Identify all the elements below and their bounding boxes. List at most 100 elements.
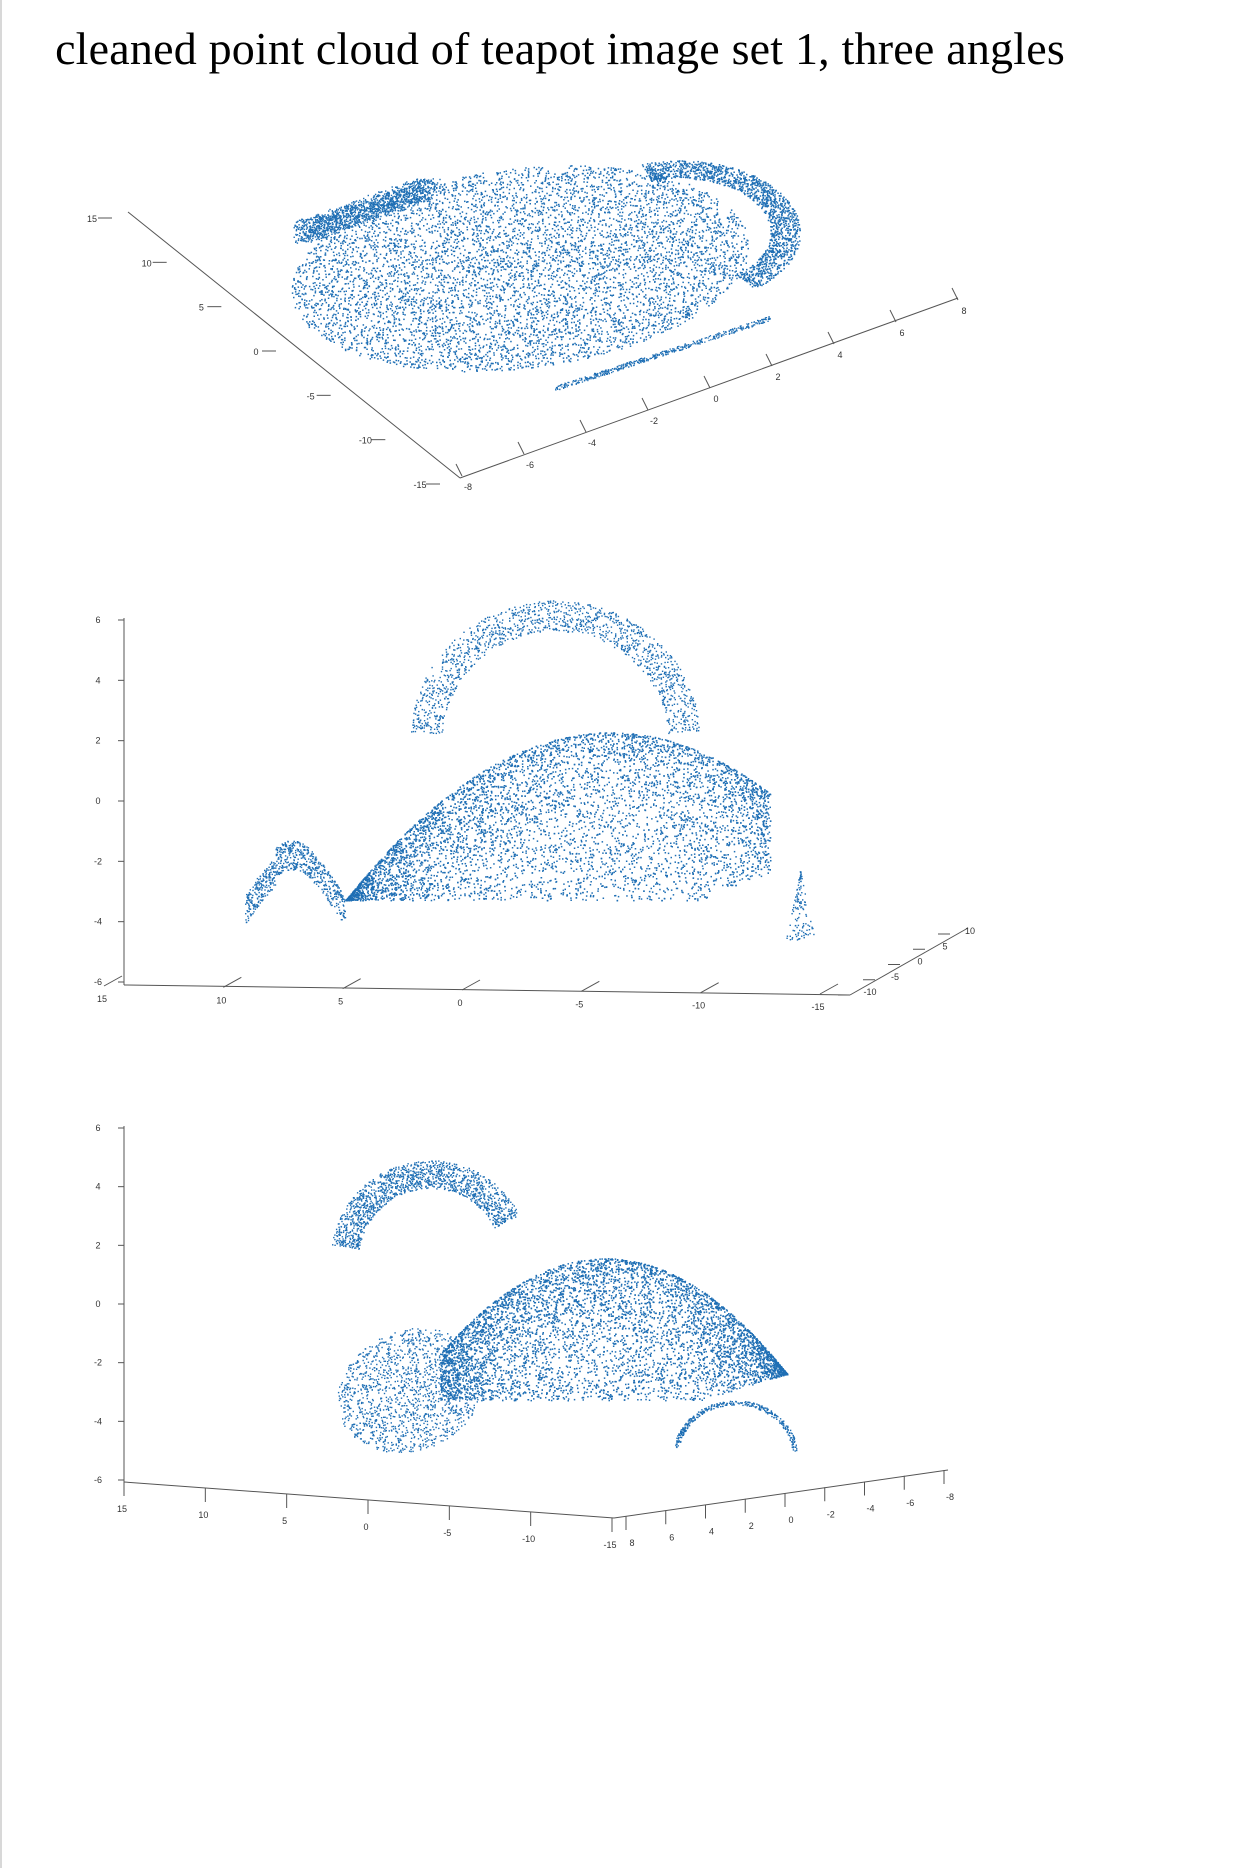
point xyxy=(457,296,459,299)
tick-mark xyxy=(455,463,463,477)
point xyxy=(426,333,428,335)
point xyxy=(511,205,514,207)
point xyxy=(419,310,422,313)
point xyxy=(303,303,306,306)
point xyxy=(381,296,384,298)
point xyxy=(706,225,709,228)
point xyxy=(657,222,659,224)
point xyxy=(426,208,428,210)
point xyxy=(660,314,662,316)
point xyxy=(333,271,335,273)
point xyxy=(467,365,469,367)
point xyxy=(375,239,378,241)
point xyxy=(559,299,561,301)
point xyxy=(650,313,652,315)
point xyxy=(609,262,611,265)
point xyxy=(555,242,558,244)
point xyxy=(442,288,444,291)
point xyxy=(486,279,489,282)
point xyxy=(539,306,542,309)
point xyxy=(489,342,492,345)
point xyxy=(394,330,396,332)
point xyxy=(356,215,358,217)
point xyxy=(633,265,636,268)
point xyxy=(299,306,301,308)
point xyxy=(568,279,571,282)
point xyxy=(745,255,748,257)
point xyxy=(489,295,491,297)
point xyxy=(720,249,722,251)
point xyxy=(677,245,680,247)
point xyxy=(551,345,554,347)
point xyxy=(609,200,611,202)
point xyxy=(624,341,626,344)
point xyxy=(460,339,462,341)
point xyxy=(704,192,706,195)
point xyxy=(519,365,522,367)
point xyxy=(554,344,556,347)
point xyxy=(527,302,529,304)
point xyxy=(731,257,733,259)
point xyxy=(367,291,369,293)
point xyxy=(448,352,451,354)
point xyxy=(382,338,384,340)
point xyxy=(590,321,592,323)
point xyxy=(413,248,416,250)
point xyxy=(365,261,367,264)
point xyxy=(514,292,516,294)
point xyxy=(456,201,458,203)
point xyxy=(326,238,328,240)
point xyxy=(324,300,326,302)
point xyxy=(603,258,605,260)
point xyxy=(489,345,491,348)
point xyxy=(448,312,451,314)
point xyxy=(707,194,709,197)
point xyxy=(476,176,478,179)
point xyxy=(459,322,461,325)
point xyxy=(487,287,489,289)
point xyxy=(596,276,598,278)
point xyxy=(334,236,336,238)
axes xyxy=(127,211,959,479)
point xyxy=(533,267,536,270)
point xyxy=(313,321,315,324)
point xyxy=(583,315,585,317)
point xyxy=(615,201,617,203)
point xyxy=(435,341,437,343)
point xyxy=(513,279,516,281)
point xyxy=(466,226,468,228)
point xyxy=(420,208,422,210)
point xyxy=(366,300,369,303)
point xyxy=(643,279,646,282)
point xyxy=(589,339,591,341)
point xyxy=(652,191,654,194)
point xyxy=(540,294,543,296)
point xyxy=(715,231,717,233)
point xyxy=(536,222,539,225)
point xyxy=(460,300,463,302)
point xyxy=(379,281,381,283)
point xyxy=(408,275,410,277)
point xyxy=(668,251,670,253)
point xyxy=(484,368,486,370)
point xyxy=(463,267,465,270)
point xyxy=(443,281,446,283)
point xyxy=(429,297,431,299)
point xyxy=(511,354,513,357)
point xyxy=(486,230,489,233)
point xyxy=(555,300,557,303)
point xyxy=(509,261,511,264)
point xyxy=(503,229,505,232)
point xyxy=(695,218,698,221)
point xyxy=(565,298,567,300)
point xyxy=(415,318,418,320)
point xyxy=(610,344,613,346)
point xyxy=(496,286,499,288)
point xyxy=(488,199,490,202)
point xyxy=(566,325,569,328)
point xyxy=(431,257,434,259)
point xyxy=(431,343,433,346)
point xyxy=(618,296,620,299)
point xyxy=(653,222,655,224)
point xyxy=(495,266,498,268)
